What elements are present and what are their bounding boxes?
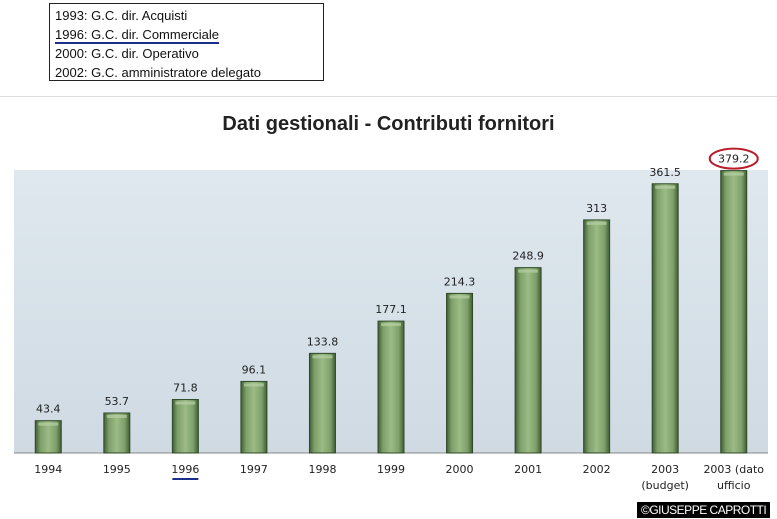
bar: [446, 292, 474, 454]
bar: [514, 267, 542, 454]
data-label: 71.8: [173, 382, 198, 395]
bar: [171, 399, 199, 454]
bar: [651, 183, 679, 454]
bar-highlight: [586, 221, 607, 225]
x-tick-label: (budget): [641, 479, 689, 492]
bar-highlight: [106, 415, 127, 419]
x-tick-label: 1994: [34, 463, 62, 476]
data-label: 133.8: [307, 335, 339, 348]
x-tick-label: 2003 (dato: [703, 463, 764, 476]
x-tick-label: 1999: [377, 463, 405, 476]
bar: [308, 352, 336, 454]
data-label: 43.4: [36, 403, 61, 416]
data-label: 214.3: [444, 275, 476, 288]
x-tick-label: 1996: [171, 463, 199, 476]
data-label: 361.5: [649, 166, 681, 179]
bar-highlight: [312, 355, 333, 359]
x-tick-label: 2000: [446, 463, 474, 476]
watermark: ©GIUSEPPE CAPROTTI: [637, 502, 771, 518]
x-tick-label: 1998: [308, 463, 336, 476]
legend-item: 2000: G.C. dir. Operativo: [55, 46, 199, 61]
bar: [240, 380, 268, 454]
data-label: 248.9: [512, 250, 544, 263]
chart-title: Dati gestionali - Contributi fornitori: [222, 113, 555, 135]
data-label: 177.1: [375, 303, 407, 316]
x-tick-label: 2001: [514, 463, 542, 476]
bar-highlight: [381, 323, 401, 327]
data-label: 96.1: [242, 363, 267, 376]
divider: [0, 96, 777, 97]
data-label: 379.2: [718, 153, 750, 166]
highlight-circle: [708, 147, 759, 170]
x-tick-label: 1995: [103, 463, 131, 476]
bar-highlight: [38, 422, 59, 426]
legend-box: 1993: G.C. dir. Acquisti 1996: G.C. dir.…: [49, 3, 324, 81]
legend-item: 2002: G.C. amministratore delegato: [55, 65, 261, 80]
bar-highlight: [243, 383, 264, 387]
bar-highlight: [175, 401, 196, 405]
bar-highlight: [723, 172, 744, 176]
data-label: 53.7: [105, 395, 130, 408]
bar: [103, 412, 131, 454]
bar-highlight: [655, 185, 676, 189]
x-tick-label: ufficio: [717, 479, 751, 492]
x-tick-label: 2003: [651, 463, 679, 476]
x-tick-label: 2002: [583, 463, 611, 476]
bar: [720, 170, 748, 454]
data-label: 313: [586, 202, 607, 215]
legend-item: 1996: G.C. dir. Commerciale: [55, 27, 220, 42]
bar: [34, 420, 62, 454]
bar: [583, 219, 611, 454]
bar-highlight: [518, 269, 539, 273]
legend-item: 1993: G.C. dir. Acquisti: [55, 8, 188, 23]
bar-highlight: [449, 295, 470, 299]
bar: [377, 320, 405, 454]
x-tick-label: 1997: [240, 463, 268, 476]
